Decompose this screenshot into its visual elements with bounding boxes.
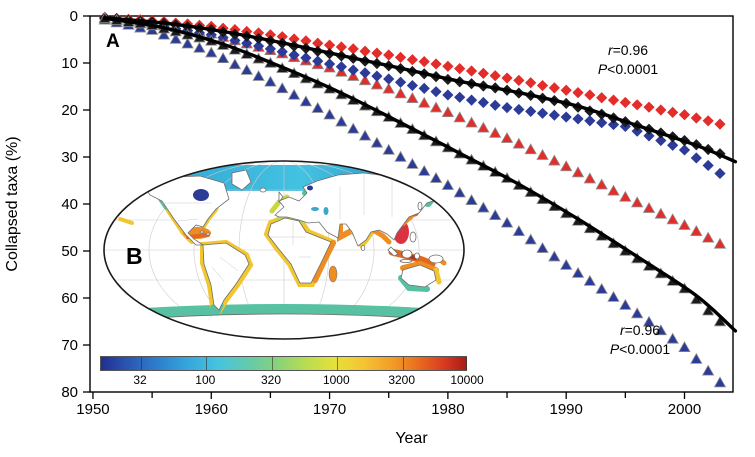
svg-text:60: 60 [61, 290, 78, 307]
svg-text:1990: 1990 [549, 401, 582, 418]
svg-text:1950: 1950 [76, 401, 109, 418]
x-axis-title: Year [395, 430, 428, 447]
world-map-inset [100, 157, 468, 345]
series-blue-triangles [98, 13, 727, 388]
colorbar-tick-label: 100 [195, 373, 216, 387]
stat-p-value: <0.0001 [607, 60, 659, 77]
world-map-svg [103, 160, 465, 340]
colorbar-tick-label: 32 [133, 373, 147, 387]
country-borders [162, 173, 393, 282]
svg-text:40: 40 [61, 196, 78, 213]
colorbar-tick [141, 357, 142, 370]
axis-tick-labels: 1950 1960 1970 1980 1990 2000 0 10 20 30 40 50 60 70 8… [61, 8, 701, 418]
colorbar-tick [337, 357, 339, 370]
colorbar-tick-label: 3200 [388, 373, 416, 387]
series-black-triangles [98, 12, 727, 327]
triangles-fit-curve [103, 16, 738, 333]
colorbar-tick-label: 320 [260, 373, 282, 387]
svg-text:20: 20 [61, 102, 78, 119]
stat-r-var: r [607, 42, 613, 58]
svg-text:70: 70 [61, 337, 78, 354]
inland-seas [193, 185, 329, 215]
stat-r-value: =0.96 [624, 322, 661, 338]
svg-text:1960: 1960 [195, 401, 228, 418]
colorbar-tick [466, 357, 467, 370]
axis-ticks [83, 15, 686, 399]
y-axis-title: Collapsed taxa (%) [4, 136, 21, 272]
colorbar-tick-label: 10000 [450, 373, 484, 387]
colorbar-tick [402, 357, 404, 370]
stat-p-var: P [597, 60, 608, 77]
colorbar-tick-label: 1000 [322, 373, 350, 387]
diamonds-fit-curve [103, 16, 738, 164]
svg-text:50: 50 [61, 243, 78, 260]
svg-text:2000: 2000 [668, 401, 701, 418]
svg-text:0: 0 [70, 8, 78, 25]
stat-p-value: <0.0001 [619, 340, 671, 357]
colorbar [100, 356, 467, 371]
map-outline [103, 160, 465, 340]
panel-b-label: B [126, 243, 143, 269]
colorbar-tick [272, 357, 273, 370]
svg-text:80: 80 [61, 384, 78, 401]
stat-r-value: =0.96 [612, 42, 649, 58]
svg-text:30: 30 [61, 149, 78, 166]
svg-text:1980: 1980 [431, 401, 464, 418]
colorbar-tick [206, 357, 208, 370]
svg-text:1970: 1970 [313, 401, 346, 418]
svg-text:10: 10 [61, 55, 78, 72]
stat-r-var: r [619, 322, 625, 338]
correlation-annotation-top: r=0.96 P<0.0001 [553, 41, 703, 78]
colorbar-labels: 32 100 320 1000 3200 10000 [100, 373, 483, 388]
stat-p-var: P [609, 340, 620, 357]
correlation-annotation-bottom: r=0.96 P<0.0001 [565, 321, 715, 358]
panel-a-label: A [106, 31, 120, 52]
